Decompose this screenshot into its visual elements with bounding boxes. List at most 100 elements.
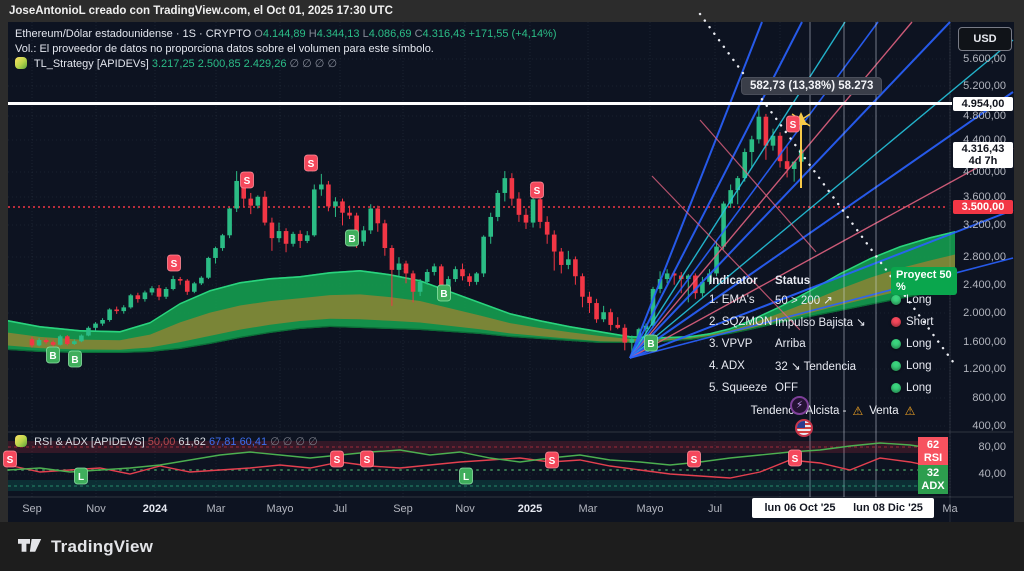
red-signal-icon	[891, 317, 901, 327]
indicator-row: 4. ADX 32 ↘ Tendencia Long	[709, 355, 957, 377]
strategy-value-3: 2.429,26	[243, 58, 287, 70]
signal-label: Long	[906, 360, 932, 372]
price-tick: 2.000,00	[963, 307, 1006, 319]
date-tick: Jul	[707, 503, 723, 515]
table-body: 1. EMA's 50 > 200 ↗ Long 2. SQZMON Impulso B…	[709, 289, 957, 399]
date-tick: Sep	[393, 503, 413, 515]
strategy-empty-values: ∅ ∅ ∅ ∅	[289, 58, 338, 70]
signal-label: Long	[906, 338, 932, 350]
strategy-value-2: 2.500,85	[197, 58, 241, 70]
price-tick: 4.800,00	[963, 110, 1006, 122]
date-tooltip-1: lun 06 Oct '25	[752, 498, 848, 518]
rsi-empty-values: ∅ ∅ ∅ ∅	[270, 436, 318, 448]
rsi-adx-title: RSI & ADX [APIDEVS]	[34, 436, 145, 448]
currency-button[interactable]: USD	[958, 27, 1012, 51]
chart-legend: Ethereum/Dólar estadounidense · 1S · CRY…	[15, 27, 557, 72]
tradingview-logo-icon[interactable]	[18, 537, 42, 557]
date-tick: Nov	[86, 503, 106, 515]
signal-label: Long	[906, 382, 932, 394]
indicator-status: 32 ↘ Tendencia	[775, 361, 857, 373]
lightning-icon[interactable]: ⚡	[790, 396, 809, 415]
low-value: 4.086,69	[368, 28, 412, 40]
strategy-value-1: 3.217,25	[151, 58, 195, 70]
price-tick: 80,00	[978, 441, 1006, 453]
rsi-value-0: 50,00	[147, 436, 176, 448]
indicator-name: 2. SQZMON	[709, 316, 773, 328]
rsi-value-badge: 62 RSI	[918, 437, 948, 466]
date-tick: Mar	[578, 503, 598, 515]
bar-close-countdown: 4d 7h	[968, 155, 998, 167]
brand-bar: TradingView	[0, 522, 1024, 571]
header-indicator: Indicator	[709, 275, 758, 287]
indicator-logo-icon	[15, 435, 27, 447]
close-value: 4.316,43	[422, 28, 466, 40]
white-line-price-badge: 4.954,00	[953, 97, 1013, 111]
price-tick: 2.400,00	[963, 279, 1006, 291]
price-tick: 3.200,00	[963, 219, 1006, 231]
green-signal-icon	[891, 383, 901, 393]
price-tick: 1.600,00	[963, 336, 1006, 348]
indicator-status: 50 > 200 ↗	[775, 295, 833, 307]
signal-label: Short	[906, 316, 934, 328]
high-label: H	[308, 28, 317, 40]
us-flag-icon[interactable]	[795, 419, 813, 437]
indicator-signal: Long	[891, 360, 957, 372]
rsi-label: RSI	[923, 451, 943, 464]
measure-tooltip: 582,73 (13,38%) 58.273	[741, 77, 883, 95]
date-tick: Mayo	[636, 503, 664, 515]
low-label: L	[362, 28, 369, 40]
indicator-signal: Long	[891, 338, 957, 350]
header-status: Status	[775, 275, 811, 287]
indicator-status: Arriba	[775, 338, 806, 350]
attribution-bar: JoseAntonioL creado con TradingView.com,…	[0, 0, 1024, 22]
strategy-row[interactable]: TL_Strategy [APIDEVs] 3.217,25 2.500,85 …	[15, 57, 557, 72]
date-tick: Jul	[332, 503, 348, 515]
last-price-value: 4.316,43	[961, 143, 1005, 155]
rsi-number: 62	[926, 439, 940, 451]
adx-label: ADX	[921, 479, 945, 492]
change-value: +171,55 (+4,14%)	[468, 28, 557, 40]
volume-message: Vol.: El proveedor de datos no proporcio…	[15, 43, 434, 55]
price-tick: 1.200,00	[963, 363, 1006, 375]
indicator-name: 3. VPVP	[709, 338, 753, 350]
symbol-title: Ethereum/Dólar estadounidense · 1S · CRY…	[15, 28, 252, 40]
indicator-status: Impulso Bajista ↘	[775, 317, 866, 329]
volume-row: Vol.: El proveedor de datos no proporcio…	[15, 42, 557, 57]
proyect-badge: Proyect 50 %	[891, 267, 957, 295]
table-footer: Tendencia Alcista - ⚠ Venta ⚠	[709, 401, 957, 421]
price-tick: 5.600,00	[963, 53, 1006, 65]
date-tick: 2025	[517, 503, 543, 515]
date-tick: Ma	[942, 503, 958, 515]
green-signal-icon	[891, 361, 901, 371]
table-header-row: Indicator Status Proyect 50 %	[709, 267, 957, 295]
indicator-signal: Long	[891, 382, 957, 394]
price-tick: 800,00	[972, 392, 1006, 404]
price-tick: 40,00	[978, 468, 1006, 480]
tradingview-brand-text[interactable]: TradingView	[51, 536, 154, 556]
date-tick: Sep	[22, 503, 42, 515]
indicator-row: 5. Squeeze OFF Long	[709, 377, 957, 399]
rsi-value-3: 60,41	[239, 436, 268, 448]
open-label: O	[254, 28, 263, 40]
price-tick: 5.200,00	[963, 80, 1006, 92]
last-price-badge: 4.316,43 4d 7h	[953, 142, 1013, 168]
green-signal-icon	[891, 339, 901, 349]
indicator-status: OFF	[775, 382, 798, 394]
open-value: 4.144,89	[262, 28, 306, 40]
rsi-value-2: 67,81	[208, 436, 237, 448]
rsi-adx-legend[interactable]: RSI & ADX [APIDEVS] 50,00 61,62 67,81 60…	[15, 435, 318, 448]
green-signal-icon	[891, 295, 901, 305]
symbol-row[interactable]: Ethereum/Dólar estadounidense · 1S · CRY…	[15, 27, 557, 42]
signal-label: Long	[906, 294, 932, 306]
adx-value-badge: 32 ADX	[918, 465, 948, 494]
indicator-row: 1. EMA's 50 > 200 ↗ Long	[709, 289, 957, 311]
date-tick: Nov	[455, 503, 475, 515]
indicator-name: 5. Squeeze	[709, 382, 768, 394]
strategy-logo-icon	[15, 57, 27, 69]
close-label: C	[414, 28, 423, 40]
indicator-name: 4. ADX	[709, 360, 745, 372]
price-tick: 4.000,00	[963, 166, 1006, 178]
date-tick: Mar	[206, 503, 226, 515]
price-tick: 2.800,00	[963, 251, 1006, 263]
date-tick: Mayo	[266, 503, 294, 515]
